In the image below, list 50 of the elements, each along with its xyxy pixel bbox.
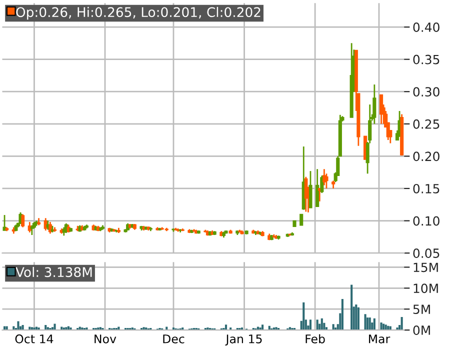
y-tick-label: 0.40 xyxy=(413,22,440,32)
bar xyxy=(275,327,278,330)
bar xyxy=(366,317,369,330)
x-tick-label: Dec xyxy=(163,334,184,344)
candlestick xyxy=(112,228,116,232)
bar xyxy=(364,314,366,330)
x-tick-label: Nov xyxy=(94,334,116,344)
bar xyxy=(400,317,403,330)
bar xyxy=(320,318,323,330)
x-tick-label: Feb xyxy=(306,334,325,344)
x-tick-label: Mar xyxy=(369,334,390,344)
candlestick xyxy=(110,228,114,232)
bar xyxy=(70,328,72,330)
bar xyxy=(373,318,376,330)
bar xyxy=(332,324,334,330)
y-tick-label: 0.20 xyxy=(413,152,440,162)
y-tick-label: 15M xyxy=(414,262,438,272)
x-tick-label: Oct 14 xyxy=(15,334,54,344)
candlestick xyxy=(286,232,290,238)
bar xyxy=(86,328,88,330)
y-tick-label: 0.05 xyxy=(413,248,440,258)
y-tick-label: 0.30 xyxy=(413,87,440,97)
candlestick xyxy=(212,230,216,236)
bar xyxy=(17,321,20,330)
bar xyxy=(316,320,318,330)
bar xyxy=(309,320,312,330)
bar xyxy=(206,328,209,330)
bar xyxy=(302,302,305,330)
y-tick-label: 0M xyxy=(413,326,430,335)
bar xyxy=(54,324,56,330)
y-tick-label: 10M xyxy=(414,284,438,294)
candlestick xyxy=(300,214,304,226)
y-tick-label: 0.35 xyxy=(413,54,440,64)
chart-title: Vol: 3.138M xyxy=(16,266,92,278)
bar xyxy=(380,322,382,330)
candlestick xyxy=(130,223,134,229)
bar xyxy=(350,284,353,330)
candlestick xyxy=(363,135,368,160)
bar xyxy=(396,328,398,330)
y-tick-label: 5M xyxy=(413,304,430,314)
chart-title: Op:0.26, Hi:0.265, Lo:0.201, Cl:0.202 xyxy=(16,6,260,20)
bar xyxy=(259,328,262,330)
bar xyxy=(357,307,360,330)
bar xyxy=(355,304,358,330)
y-tick-label: 0.15 xyxy=(413,184,440,194)
bar xyxy=(341,299,344,330)
y-tick-label: 0.10 xyxy=(413,216,440,226)
y-tick-label: 0.25 xyxy=(413,119,440,129)
x-tick-label: Jan 15 xyxy=(225,334,262,346)
bar xyxy=(368,317,371,330)
